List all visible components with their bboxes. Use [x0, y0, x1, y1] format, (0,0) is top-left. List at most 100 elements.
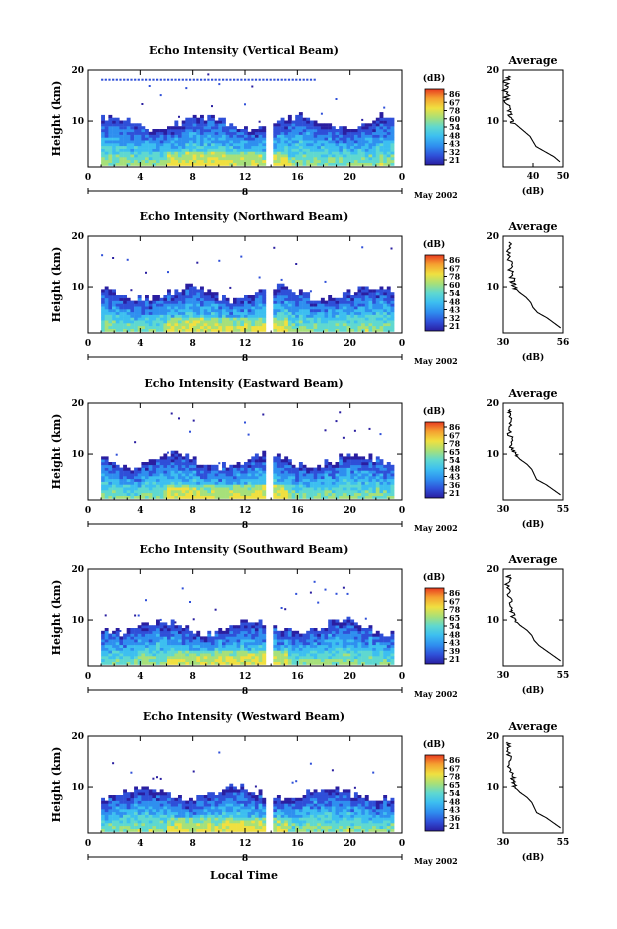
heatmap-cell: [236, 462, 241, 466]
heatmap-cell: [236, 159, 241, 163]
heatmap-cell: [291, 306, 296, 310]
heatmap-cell: [115, 653, 120, 657]
heatmap-speck: [240, 255, 243, 258]
heatmap-cell: [317, 323, 322, 327]
heatmap-cell: [244, 78, 247, 81]
heatmap-cell: [233, 126, 237, 130]
heatmap-cell: [317, 303, 322, 307]
colorbar-tick-label: 36: [449, 480, 461, 490]
heatmap-cell: [200, 300, 204, 304]
heatmap-cell: [211, 126, 215, 130]
heatmap-cell: [214, 320, 219, 324]
heatmap-cell: [137, 823, 142, 827]
heatmap-cell: [361, 314, 366, 318]
heatmap-cell: [273, 134, 278, 138]
heatmap-cell: [134, 817, 138, 821]
heatmap-cell: [181, 490, 186, 494]
heatmap-cell: [339, 622, 344, 626]
heatmap-cell: [324, 644, 329, 648]
heatmap-cell: [167, 151, 171, 155]
heatmap-cell: [236, 303, 241, 307]
heatmap-cell: [196, 650, 201, 654]
heatmap-cell: [130, 823, 135, 827]
heatmap-cell: [218, 650, 223, 654]
heatmap-cell: [258, 478, 263, 482]
heatmap-cell: [181, 484, 186, 488]
heatmap-cell: [353, 622, 358, 626]
heatmap-cell: [185, 123, 190, 127]
heatmap-cell: [335, 145, 340, 149]
heatmap-cell: [134, 140, 138, 144]
heatmap-cell: [335, 320, 340, 324]
heatmap-cell: [137, 633, 142, 637]
heatmap-cell: [178, 650, 182, 654]
heatmap-cell: [211, 140, 215, 144]
heatmap-cell: [225, 297, 230, 301]
heatmap-cell: [181, 154, 186, 158]
heatmap-cell: [211, 145, 215, 149]
heatmap-cell: [145, 300, 149, 304]
heatmap-cell: [101, 467, 105, 471]
heatmap-cell: [200, 126, 204, 130]
heatmap-cell: [156, 470, 160, 474]
heatmap-cell: [240, 154, 245, 158]
heatmap-cell: [313, 317, 318, 321]
heatmap-cell: [181, 495, 186, 499]
heatmap-cell: [324, 129, 329, 133]
x-tick-label: 16: [291, 672, 304, 682]
heatmap-cell: [145, 656, 149, 660]
heatmap-cell: [134, 306, 138, 310]
heatmap-cell: [108, 129, 113, 133]
heatmap-cell: [386, 484, 391, 488]
heatmap-cell: [240, 297, 245, 301]
heatmap-cell: [167, 487, 171, 491]
heatmap-cell: [115, 803, 120, 807]
heatmap-cell: [174, 628, 179, 632]
heatmap-cell: [203, 658, 208, 662]
heatmap-cell: [236, 145, 241, 149]
heatmap-cell: [148, 653, 153, 657]
heatmap-cell: [178, 323, 182, 327]
heatmap-cell: [368, 137, 373, 141]
heatmap-cell: [361, 137, 366, 141]
heatmap-cell: [386, 289, 391, 293]
heatmap-cell: [181, 639, 186, 643]
heatmap-cell: [163, 154, 168, 158]
heatmap-cell: [320, 661, 325, 665]
heatmap-cell: [112, 470, 116, 474]
heatmap-cell: [357, 303, 362, 307]
heatmap-cell: [317, 656, 322, 660]
heatmap-cell: [192, 325, 197, 329]
x-tick-label: 4: [137, 672, 143, 682]
heatmap-cell: [240, 644, 245, 648]
heatmap-speck: [244, 103, 246, 106]
heatmap-cell: [328, 633, 333, 637]
heatmap-cell: [320, 630, 325, 634]
heatmap-cell: [320, 467, 325, 471]
heatmap-cell: [335, 140, 340, 144]
heatmap-cell: [240, 642, 245, 646]
heatmap-speck: [148, 85, 151, 87]
heatmap-cell: [320, 311, 325, 315]
heatmap-cell: [123, 653, 127, 657]
heatmap-cell: [251, 481, 256, 485]
heatmap-cell: [181, 314, 186, 318]
heatmap-cell: [211, 300, 215, 304]
heatmap-cell: [254, 323, 259, 327]
heatmap-cell: [225, 148, 230, 152]
heatmap-cell: [211, 159, 215, 163]
heatmap-cell: [192, 653, 197, 657]
heatmap-cell: [211, 143, 215, 147]
heatmap-cell: [189, 495, 193, 499]
x-tick-label: 12: [239, 173, 252, 183]
heatmap-cell: [137, 814, 142, 818]
heatmap-cell: [346, 490, 351, 494]
heatmap-cell: [189, 148, 193, 152]
heatmap-cell: [236, 154, 241, 158]
heatmap-cell: [254, 297, 259, 301]
heatmap-cell: [112, 309, 116, 313]
heatmap-cell: [211, 120, 215, 124]
heatmap-cell: [207, 661, 212, 665]
heatmap-cell: [306, 134, 311, 138]
heatmap-cell: [276, 462, 281, 466]
